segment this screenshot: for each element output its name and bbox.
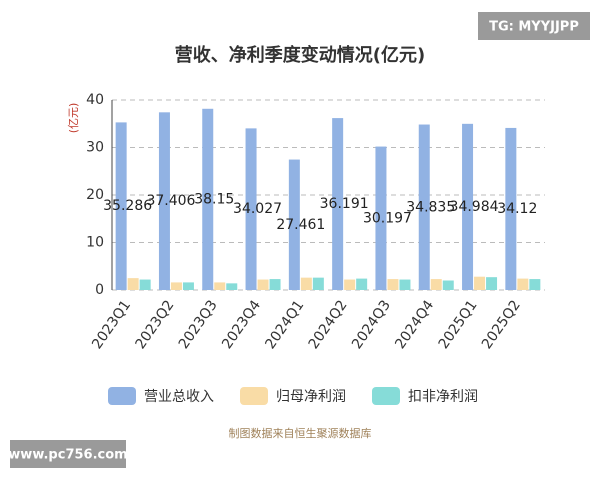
x-tick-label: 2024Q2	[306, 297, 351, 352]
data-label: 30.197	[363, 210, 412, 226]
data-label: 34.027	[233, 201, 282, 217]
bar	[430, 279, 442, 290]
bar	[474, 276, 486, 290]
y-tick-label: 20	[86, 187, 104, 203]
watermark: TG: MYYJJPP	[489, 20, 579, 35]
legend-label: 归母净利润	[276, 388, 346, 405]
y-tick-label: 10	[86, 235, 104, 251]
bar	[332, 118, 344, 291]
data-label: 35.286	[103, 198, 152, 214]
bar	[375, 146, 387, 290]
watermark-box	[478, 12, 590, 40]
bar	[288, 159, 300, 290]
bar	[356, 278, 368, 290]
x-tick-label: 2023Q1	[89, 297, 134, 352]
data-label: 36.191	[320, 196, 369, 212]
bar	[269, 279, 281, 290]
watermark-box	[10, 440, 126, 468]
chart-title: 营收、净利季度变动情况(亿元)	[175, 44, 425, 66]
x-tick-label: 2025Q1	[436, 297, 481, 352]
bar	[245, 128, 257, 290]
bar	[158, 112, 170, 290]
legend-label: 扣非净利润	[408, 389, 478, 405]
bar	[182, 282, 194, 290]
bar	[462, 123, 474, 291]
x-tick-label: 2025Q2	[479, 297, 524, 352]
data-label: 34.12	[497, 201, 537, 217]
y-tick-label: 30	[86, 140, 104, 156]
bar	[170, 282, 182, 290]
y-axis-label: (亿元)	[67, 103, 80, 134]
y-tick-label: 40	[86, 92, 104, 108]
x-tick-label: 2024Q4	[392, 297, 437, 352]
x-tick-label: 2024Q3	[349, 297, 394, 352]
bar	[127, 278, 139, 290]
legend-swatch	[108, 387, 136, 405]
source: 制图数据来自恒生聚源数据库	[229, 426, 372, 440]
legend-swatch	[240, 387, 268, 405]
bar	[505, 127, 517, 291]
legend-label: 营业总收入	[144, 389, 214, 405]
x-tick-label: 2023Q3	[176, 297, 221, 352]
bar	[442, 280, 454, 290]
bar	[214, 282, 226, 290]
bar	[300, 277, 312, 290]
bar	[139, 279, 151, 290]
legend-swatch	[372, 387, 400, 405]
bar	[257, 279, 269, 290]
x-tick-label: 2023Q2	[133, 297, 178, 352]
bar	[486, 277, 498, 290]
bar	[517, 278, 529, 290]
bar	[115, 122, 127, 290]
data-label: 27.461	[276, 217, 325, 233]
data-label: 37.406	[146, 193, 195, 209]
bar	[529, 279, 541, 290]
data-label: 34.984	[450, 199, 499, 215]
bar	[418, 124, 430, 290]
bar	[399, 279, 411, 290]
x-tick-label: 2024Q1	[262, 297, 307, 352]
data-label: 34.835	[406, 199, 455, 215]
bar	[312, 277, 324, 290]
bar	[387, 279, 399, 290]
bar	[226, 283, 238, 290]
data-label: 38.15	[194, 191, 234, 207]
bar	[344, 279, 356, 290]
x-tick-label: 2023Q4	[219, 297, 264, 352]
watermark: www.pc756.com	[8, 448, 127, 463]
y-tick-label: 0	[95, 282, 104, 298]
bar	[202, 108, 214, 290]
